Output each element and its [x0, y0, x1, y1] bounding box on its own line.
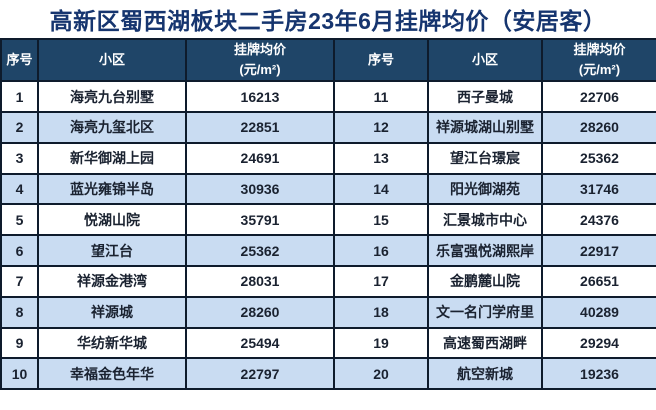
cell-price: 25494	[185, 326, 335, 360]
cell-price: 22851	[185, 111, 335, 144]
col-header-price-left: 挂牌均价 (元/m²)	[185, 37, 335, 83]
cell-price: 24376	[541, 203, 656, 237]
cell-index: 10	[0, 357, 39, 391]
cell-index: 16	[333, 234, 429, 268]
table-row: 6 望江台 25362 16 乐富强悦湖熙岸 22917	[0, 234, 656, 268]
cell-index: 17	[333, 265, 429, 298]
col-header-community-right: 小区	[427, 37, 543, 83]
col-header-index-right: 序号	[333, 37, 429, 83]
cell-index: 20	[333, 357, 429, 391]
cell-community: 高速蜀西湖畔	[427, 326, 543, 360]
cell-price: 30936	[185, 172, 335, 206]
cell-index: 18	[333, 295, 429, 329]
cell-price: 22917	[541, 234, 656, 268]
table-row: 10 幸福金色年华 22797 20 航空新城 19236	[0, 357, 656, 391]
cell-community: 望江台	[37, 234, 187, 268]
cell-price: 28260	[541, 111, 656, 144]
col-header-index-left: 序号	[0, 37, 39, 83]
cell-index: 5	[0, 203, 39, 237]
cell-community: 幸福金色年华	[37, 357, 187, 391]
cell-price: 28260	[185, 295, 335, 329]
cell-index: 6	[0, 234, 39, 268]
cell-community: 阳光御湖苑	[427, 172, 543, 206]
cell-community: 新华御湖上园	[37, 141, 187, 175]
cell-community: 华纺新华城	[37, 326, 187, 360]
cell-index: 7	[0, 265, 39, 298]
price-table: 序号 小区 挂牌均价 (元/m²) 序号 小区 挂牌均价 (元/m²) 1 海亮…	[0, 37, 656, 391]
cell-community: 西子曼城	[427, 80, 543, 114]
cell-price: 35791	[185, 203, 335, 237]
table-row: 7 祥源金港湾 28031 17 金鹏麓山院 26651	[0, 265, 656, 298]
cell-index: 9	[0, 326, 39, 360]
cell-community: 悦湖山院	[37, 203, 187, 237]
cell-index: 14	[333, 172, 429, 206]
cell-community: 海亮九台别墅	[37, 80, 187, 114]
cell-price: 24691	[185, 141, 335, 175]
table-header: 序号 小区 挂牌均价 (元/m²) 序号 小区 挂牌均价 (元/m²)	[0, 37, 656, 83]
table-row: 3 新华御湖上园 24691 13 望江台璟宸 25362	[0, 141, 656, 175]
cell-index: 3	[0, 141, 39, 175]
table-row: 1 海亮九台别墅 16213 11 西子曼城 22706	[0, 80, 656, 114]
cell-community: 海亮九玺北区	[37, 111, 187, 144]
cell-community: 文一名门学府里	[427, 295, 543, 329]
cell-community: 乐富强悦湖熙岸	[427, 234, 543, 268]
cell-index: 13	[333, 141, 429, 175]
col-header-price-right-line1: 挂牌均价	[573, 42, 626, 57]
cell-community: 祥源城	[37, 295, 187, 329]
col-header-price-left-line1: 挂牌均价	[233, 42, 286, 57]
header-row: 序号 小区 挂牌均价 (元/m²) 序号 小区 挂牌均价 (元/m²)	[0, 37, 656, 83]
cell-community: 汇景城市中心	[427, 203, 543, 237]
cell-community: 祥源金港湾	[37, 265, 187, 298]
cell-price: 19236	[541, 357, 656, 391]
cell-index: 2	[0, 111, 39, 144]
cell-price: 16213	[185, 80, 335, 114]
col-header-community-left: 小区	[37, 37, 187, 83]
col-header-price-left-line2: (元/m²)	[239, 62, 281, 78]
cell-price: 40289	[541, 295, 656, 329]
cell-price: 22706	[541, 80, 656, 114]
cell-community: 金鹏麓山院	[427, 265, 543, 298]
table-row: 8 祥源城 28260 18 文一名门学府里 40289	[0, 295, 656, 329]
cell-index: 15	[333, 203, 429, 237]
col-header-price-right-line2: (元/m²)	[578, 62, 621, 78]
table-row: 2 海亮九玺北区 22851 12 祥源城湖山别墅 28260	[0, 111, 656, 144]
cell-community: 祥源城湖山别墅	[427, 111, 543, 144]
table-row: 9 华纺新华城 25494 19 高速蜀西湖畔 29294	[0, 326, 656, 360]
cell-price: 25362	[185, 234, 335, 268]
table-row: 5 悦湖山院 35791 15 汇景城市中心 24376	[0, 203, 656, 237]
cell-index: 11	[333, 80, 429, 114]
cell-index: 4	[0, 172, 39, 206]
cell-price: 26651	[541, 265, 656, 298]
cell-index: 19	[333, 326, 429, 360]
cell-community: 航空新城	[427, 357, 543, 391]
cell-index: 12	[333, 111, 429, 144]
cell-price: 29294	[541, 326, 656, 360]
cell-price: 22797	[185, 357, 335, 391]
cell-index: 8	[0, 295, 39, 329]
cell-community: 望江台璟宸	[427, 141, 543, 175]
cell-price: 31746	[541, 172, 656, 206]
table-row: 4 蓝光雍锦半岛 30936 14 阳光御湖苑 31746	[0, 172, 656, 206]
cell-price: 28031	[185, 265, 335, 298]
page-title: 高新区蜀西湖板块二手房23年6月挂牌均价（安居客）	[49, 8, 607, 34]
cell-index: 1	[0, 80, 39, 114]
col-header-price-right: 挂牌均价 (元/m²)	[541, 37, 656, 83]
cell-price: 25362	[541, 141, 656, 175]
cell-community: 蓝光雍锦半岛	[37, 172, 187, 206]
table-body: 1 海亮九台别墅 16213 11 西子曼城 22706 2 海亮九玺北区 22…	[0, 80, 656, 391]
